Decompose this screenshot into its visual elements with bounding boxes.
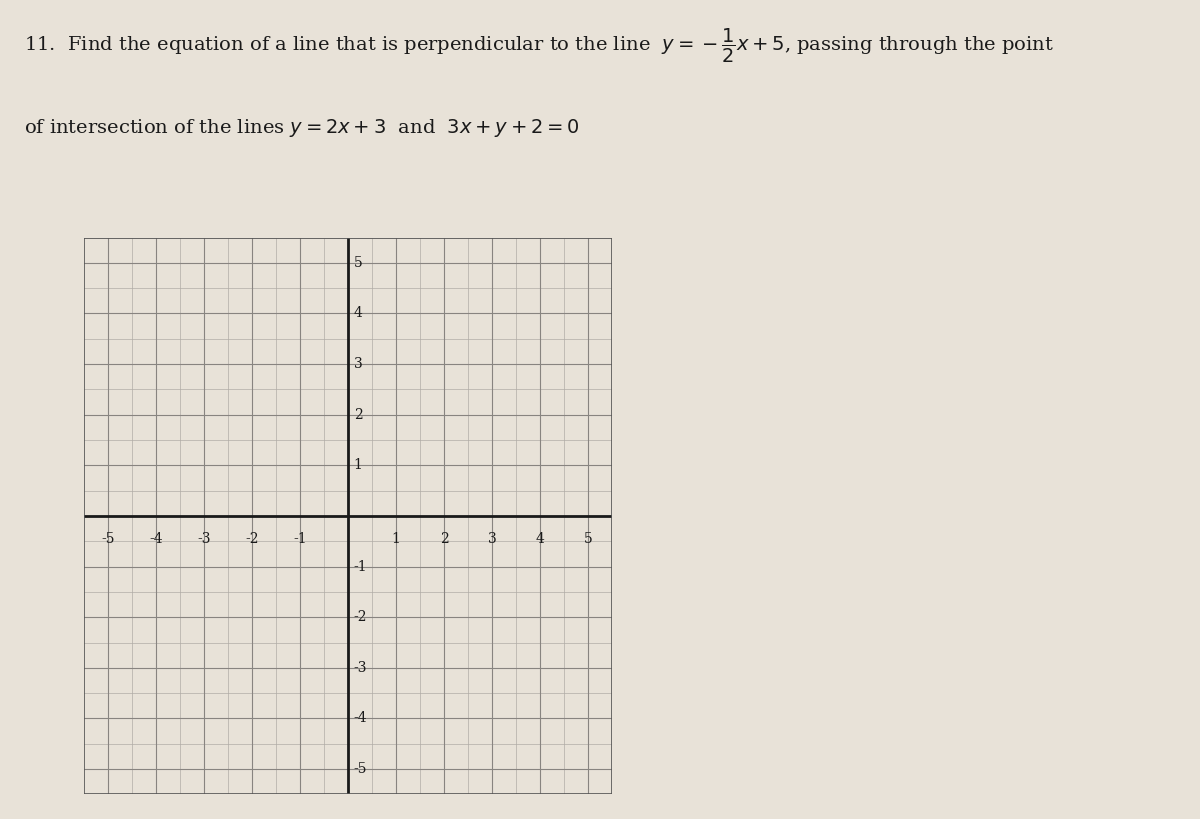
Text: of intersection of the lines $y = 2x + 3$  and  $3x + y + 2 = 0$: of intersection of the lines $y = 2x + 3… bbox=[24, 117, 580, 139]
Text: 2: 2 bbox=[439, 532, 449, 546]
Text: -2: -2 bbox=[354, 610, 367, 624]
Text: 3: 3 bbox=[354, 357, 362, 371]
Text: -4: -4 bbox=[149, 532, 163, 546]
Text: 4: 4 bbox=[354, 306, 362, 320]
Text: -1: -1 bbox=[293, 532, 307, 546]
Text: 5: 5 bbox=[354, 256, 362, 269]
Text: 1: 1 bbox=[391, 532, 401, 546]
Text: 2: 2 bbox=[354, 408, 362, 422]
Text: -3: -3 bbox=[354, 661, 367, 675]
Text: -2: -2 bbox=[245, 532, 259, 546]
Text: -5: -5 bbox=[354, 762, 367, 776]
Text: 3: 3 bbox=[487, 532, 497, 546]
Text: 11.  Find the equation of a line that is perpendicular to the line  $y = -\dfrac: 11. Find the equation of a line that is … bbox=[24, 27, 1054, 65]
Text: 4: 4 bbox=[535, 532, 545, 546]
Text: -4: -4 bbox=[354, 712, 367, 726]
Text: -5: -5 bbox=[101, 532, 115, 546]
Text: 1: 1 bbox=[354, 459, 362, 473]
Text: -1: -1 bbox=[354, 559, 367, 573]
Text: -3: -3 bbox=[197, 532, 211, 546]
Text: 5: 5 bbox=[583, 532, 593, 546]
